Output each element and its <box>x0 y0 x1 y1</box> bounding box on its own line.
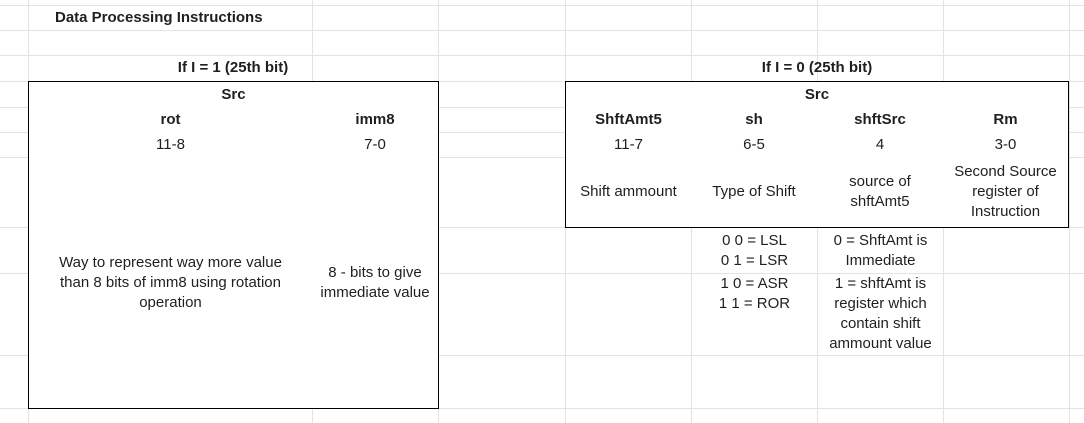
bits-shftamt5[interactable]: 11-7 <box>565 132 692 158</box>
left-src-header[interactable]: Src <box>28 81 439 108</box>
bits-shftsrc[interactable]: 4 <box>817 132 944 158</box>
left-table-heading[interactable]: If I = 1 (25th bit) <box>177 59 289 76</box>
header-imm8[interactable]: imm8 <box>312 107 439 133</box>
description-shftsrc[interactable]: source of shftAmt5 <box>817 157 944 228</box>
description-rm[interactable]: Second Source register of Instruction <box>943 157 1069 228</box>
shftsrc-value-immediate[interactable]: 0 = ShftAmt is Immediate <box>818 228 943 273</box>
sh-value-lsl: 0 0 = LSL <box>722 231 787 249</box>
description-imm8[interactable]: 8 - bits to give immediate value <box>312 157 439 409</box>
bits-sh[interactable]: 6-5 <box>691 132 818 158</box>
bits-rot[interactable]: 11-8 <box>28 132 313 158</box>
sh-value-asr: 1 0 = ASR <box>720 275 789 292</box>
sh-value-ror: 1 1 = ROR <box>718 295 791 312</box>
header-sh[interactable]: sh <box>691 107 818 133</box>
description-shftamt5[interactable]: Shift ammount <box>565 157 692 228</box>
bits-rm[interactable]: 3-0 <box>943 132 1069 158</box>
sh-values-lower[interactable]: 1 0 = ASR 1 1 = ROR <box>692 274 817 314</box>
header-shftamt5[interactable]: ShftAmt5 <box>565 107 692 133</box>
right-table-heading[interactable]: If I = 0 (25th bit) <box>761 59 873 76</box>
header-rm[interactable]: Rm <box>943 107 1069 133</box>
sheet-title[interactable]: Data Processing Instructions <box>55 8 263 26</box>
right-src-header[interactable]: Src <box>565 81 1069 108</box>
sh-values-upper[interactable]: 0 0 = LSL 0 1 = LSR <box>692 228 817 273</box>
shftsrc-value-register[interactable]: 1 = shftAmt is register which contain sh… <box>818 274 943 355</box>
description-sh[interactable]: Type of Shift <box>691 157 818 228</box>
sh-value-lsr: 0 1 = LSR <box>720 251 789 269</box>
description-rot[interactable]: Way to represent way more value than 8 b… <box>28 157 313 409</box>
header-shftsrc[interactable]: shftSrc <box>817 107 944 133</box>
header-rot[interactable]: rot <box>28 107 313 133</box>
bits-imm8[interactable]: 7-0 <box>312 132 439 158</box>
